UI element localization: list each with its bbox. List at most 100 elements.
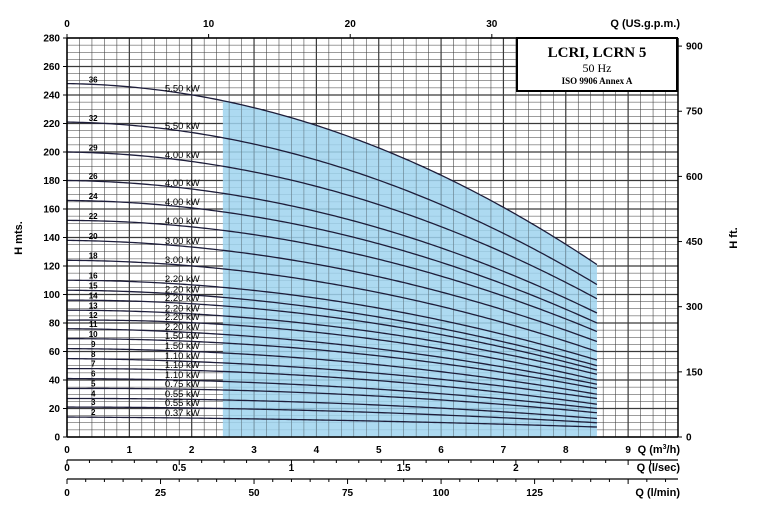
curve-13-stages (67, 309, 598, 375)
y-right-tick-label: 0 (686, 433, 692, 444)
stage-label: 13 (89, 301, 98, 310)
curve-10-stages (67, 338, 598, 390)
x-main-tick-label: 6 (438, 445, 444, 456)
power-label: 3.00 kW (165, 236, 200, 247)
y-left-tick-label: 0 (54, 433, 60, 444)
axes-layer: 0204060801001201401601802002202402602800… (43, 19, 703, 499)
x-lsec-tick-label: 1.5 (397, 463, 411, 474)
x-lmin-tick-label: 0 (64, 488, 70, 499)
stage-label: 5 (91, 379, 96, 388)
stage-label: 6 (91, 370, 96, 379)
y-left-tick-label: 200 (43, 148, 60, 159)
x-top-tick-label: 0 (64, 19, 70, 30)
y-left-tick-label: 160 (43, 205, 60, 216)
y-left-tick-label: 280 (43, 34, 60, 45)
y-left-tick-label: 60 (49, 347, 61, 358)
stage-label: 18 (89, 252, 98, 261)
curve-15-stages (66, 289, 598, 367)
curve-20-stages (66, 239, 598, 343)
power-label: 1.10 kW (165, 360, 200, 371)
stage-label: 26 (89, 172, 98, 181)
curve-29-stages (66, 151, 598, 300)
x-lsec-tick-label: 2 (513, 463, 519, 474)
curve-6-stages (66, 377, 598, 410)
power-label: 5.50 kW (165, 83, 200, 94)
x-main-tick-label: 7 (501, 445, 507, 456)
y-left-tick-label: 120 (43, 262, 60, 273)
y-right-tick-label: 450 (686, 237, 703, 248)
y-left-tick-label: 240 (43, 91, 60, 102)
stage-label: 32 (89, 114, 98, 123)
power-label: 1.10 kW (165, 351, 200, 362)
x-axis-lsec-title: Q (l/sec) (637, 462, 681, 474)
power-label: 1.10 kW (165, 370, 200, 381)
stage-label: 8 (91, 350, 96, 359)
power-label: 1.50 kW (165, 341, 200, 352)
curve-4-stages (67, 397, 597, 420)
power-label: 4.00 kW (165, 197, 200, 208)
x-main-tick-label: 8 (563, 445, 569, 456)
stage-label: 4 (91, 390, 96, 399)
x-top-tick-label: 20 (345, 19, 357, 30)
curve-3-stages (66, 406, 597, 424)
x-main-tick-label: 5 (376, 445, 382, 456)
power-label: 4.00 kW (165, 216, 200, 227)
title-box: LCRI, LCRN 5 50 Hz ISO 9906 Annex A (516, 37, 678, 92)
power-label: 2.20 kW (165, 284, 200, 295)
curve-22-stages (66, 219, 598, 333)
x-main-tick-label: 9 (625, 445, 631, 456)
x-lmin-tick-label: 25 (155, 488, 167, 499)
x-main-tick-label: 4 (314, 445, 320, 456)
x-lmin-tick-label: 50 (248, 488, 260, 499)
stage-label: 7 (91, 360, 96, 369)
power-label: 3.00 kW (165, 255, 200, 266)
power-label: 1.50 kW (165, 331, 200, 342)
curve-36-stages (66, 82, 598, 266)
stage-label: 24 (89, 192, 98, 201)
x-lmin-tick-label: 75 (342, 488, 354, 499)
power-label: 0.75 kW (165, 379, 200, 390)
y-left-tick-label: 80 (49, 319, 61, 330)
y-right-tick-label: 300 (686, 302, 703, 313)
curve-2-stages (66, 416, 597, 428)
y-left-tick-label: 20 (49, 404, 61, 415)
stage-label: 9 (91, 340, 96, 349)
x-axis-lmin-title: Q (l/min) (635, 487, 680, 499)
curve-8-stages (66, 357, 598, 400)
stage-label: 29 (89, 144, 98, 153)
curve-18-stages (66, 259, 598, 353)
power-label: 2.20 kW (165, 274, 200, 285)
curve-5-stages (66, 387, 598, 414)
x-main-tick-label: 3 (251, 445, 257, 456)
y-left-tick-label: 260 (43, 62, 60, 73)
curves-layer (66, 82, 598, 428)
stage-label: 22 (89, 212, 98, 221)
x-axis-top-title: Q (US.g.p.m.) (610, 18, 680, 30)
y-left-tick-label: 220 (43, 119, 60, 130)
y-left-tick-label: 180 (43, 176, 60, 187)
curve-9-stages (66, 348, 598, 395)
stage-label: 36 (89, 75, 98, 84)
stage-label: 15 (89, 282, 98, 291)
stage-label: 3 (91, 398, 96, 407)
curve-14-stages (66, 299, 598, 371)
x-lsec-tick-label: 0.5 (172, 463, 186, 474)
x-axis-main-title: Q (m3/h) (638, 444, 681, 456)
y-axis-left-title: H mts. (13, 221, 25, 255)
curve-26-stages (66, 179, 598, 314)
x-lmin-tick-label: 125 (526, 488, 543, 499)
power-label: 4.00 kW (165, 150, 200, 161)
x-main-tick-label: 0 (64, 445, 70, 456)
power-label: 0.55 kW (165, 398, 200, 409)
y-left-tick-label: 140 (43, 233, 60, 244)
y-left-tick-label: 40 (49, 376, 61, 387)
y-left-tick-label: 100 (43, 290, 60, 301)
power-label: 2.20 kW (165, 312, 200, 323)
stage-label: 10 (89, 330, 98, 339)
curve-7-stages (66, 367, 598, 405)
power-label: 2.20 kW (165, 293, 200, 304)
curve-16-stages (66, 279, 598, 361)
curve-32-stages (66, 121, 598, 286)
